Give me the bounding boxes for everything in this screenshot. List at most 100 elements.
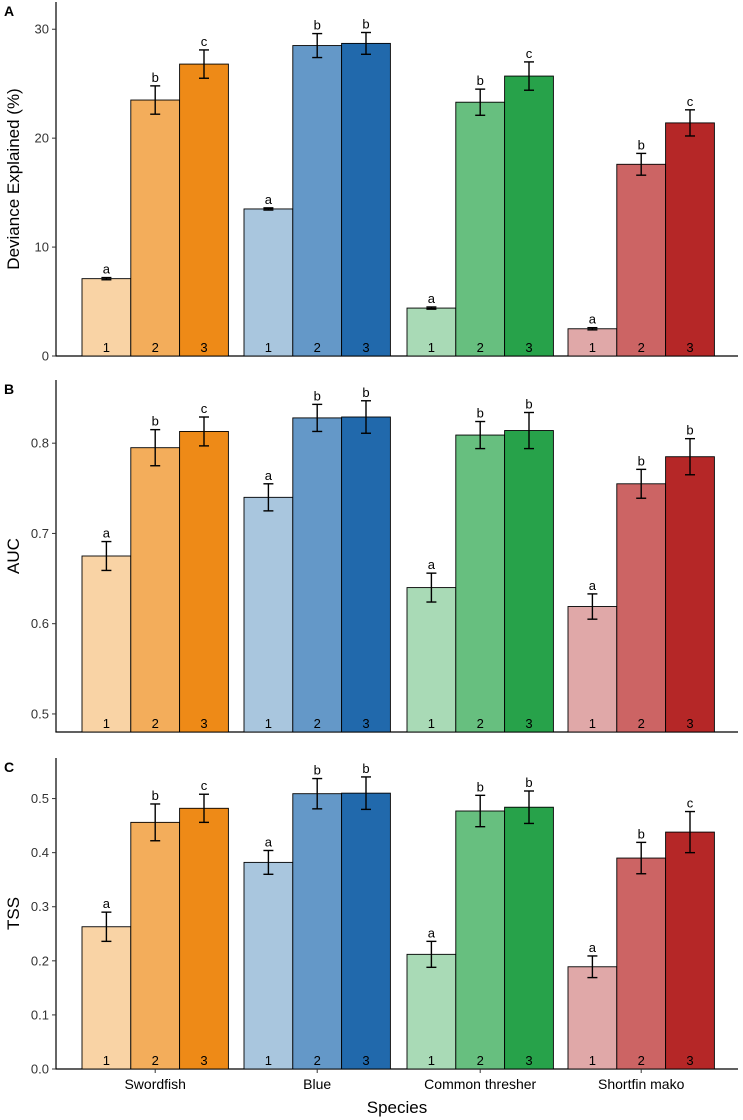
bar-number-label: 3 — [362, 340, 369, 355]
bar-number-label: 1 — [428, 716, 435, 731]
significance-letter: c — [687, 94, 694, 109]
significance-letter: c — [201, 778, 208, 793]
bar-number-label: 1 — [589, 1053, 596, 1068]
bar-swordfish-2 — [130, 447, 181, 733]
y-tick-label: 0.6 — [31, 616, 49, 631]
bar-number-label: 1 — [265, 716, 272, 731]
significance-letter: b — [314, 763, 321, 778]
significance-letter: b — [477, 73, 484, 88]
significance-letter: b — [525, 396, 532, 411]
bar-number-label: 2 — [314, 1053, 321, 1068]
significance-letter: b — [638, 137, 645, 152]
bar-shortfin-mako-2 — [616, 483, 667, 733]
bar-shortfin-mako-2 — [616, 163, 667, 357]
x-tick-label: Swordfish — [124, 1076, 185, 1092]
significance-letter: b — [362, 761, 369, 776]
bar-swordfish-1 — [81, 555, 132, 733]
significance-letter: a — [428, 925, 436, 940]
panel-c: C TSS 0.0 0.1 0.2 0.3 0.4 0.5 a 1 b 2 c 3 Swordfish a 1 b… — [4, 758, 738, 1117]
significance-letter: a — [103, 896, 111, 911]
bar-common-thresher-2 — [455, 434, 506, 733]
significance-letter: a — [265, 192, 273, 207]
panel-label: A — [4, 3, 14, 19]
bar-blue-3 — [341, 42, 391, 357]
bar-number-label: 2 — [477, 716, 484, 731]
significance-letter: b — [638, 453, 645, 468]
bar-number-label: 1 — [103, 716, 110, 731]
x-axis-title: Species — [367, 1098, 427, 1117]
significance-letter: c — [201, 34, 208, 49]
bar-blue-1 — [243, 861, 294, 1070]
bar-number-label: 1 — [103, 1053, 110, 1068]
bar-shortfin-mako-1 — [567, 606, 618, 733]
bar-number-label: 3 — [686, 1053, 693, 1068]
bar-number-label: 2 — [152, 716, 159, 731]
y-tick-label: 0.3 — [31, 899, 49, 914]
significance-letter: a — [103, 526, 111, 541]
significance-letter: b — [362, 16, 369, 31]
y-axis-title: AUC — [4, 538, 23, 574]
significance-letter: b — [525, 775, 532, 790]
bar-shortfin-mako-3 — [665, 831, 715, 1070]
bar-number-label: 3 — [200, 1053, 207, 1068]
bar-blue-2 — [292, 793, 343, 1070]
bar-blue-3 — [341, 792, 391, 1070]
bar-number-label: 2 — [477, 340, 484, 355]
significance-letter: c — [201, 401, 208, 416]
bar-swordfish-2 — [130, 99, 181, 357]
y-tick-label: 0.2 — [31, 953, 49, 968]
bar-blue-3 — [341, 416, 391, 733]
x-tick-label: Blue — [303, 1076, 331, 1092]
x-tick-label: Common thresher — [424, 1076, 536, 1092]
bar-swordfish-2 — [130, 821, 181, 1070]
bar-number-label: 1 — [103, 340, 110, 355]
bar-swordfish-3 — [179, 807, 229, 1070]
bar-common-thresher-3 — [504, 430, 554, 733]
bar-common-thresher-1 — [406, 587, 457, 733]
y-tick-label: 0.0 — [31, 1062, 49, 1077]
bar-blue-2 — [292, 417, 343, 733]
bar-swordfish-1 — [81, 926, 132, 1070]
significance-letter: a — [428, 557, 436, 572]
bar-number-label: 2 — [638, 716, 645, 731]
bar-number-label: 2 — [152, 1053, 159, 1068]
bar-number-label: 2 — [477, 1053, 484, 1068]
significance-letter: b — [477, 406, 484, 421]
bar-swordfish-3 — [179, 430, 229, 733]
y-tick-label: 20 — [35, 131, 49, 146]
bar-number-label: 2 — [638, 340, 645, 355]
bar-shortfin-mako-1 — [567, 328, 618, 357]
significance-letter: a — [589, 940, 597, 955]
significance-letter: a — [265, 468, 273, 483]
bar-number-label: 3 — [200, 340, 207, 355]
y-tick-label: 0.1 — [31, 1007, 49, 1022]
significance-letter: b — [314, 388, 321, 403]
significance-letter: c — [687, 796, 694, 811]
significance-letter: a — [589, 312, 597, 327]
bar-number-label: 3 — [686, 716, 693, 731]
bar-blue-2 — [292, 45, 343, 357]
significance-letter: b — [638, 826, 645, 841]
panel-label: B — [4, 381, 14, 397]
bar-common-thresher-3 — [504, 806, 554, 1070]
bar-shortfin-mako-3 — [665, 456, 715, 733]
bar-number-label: 2 — [314, 716, 321, 731]
bar-number-label: 1 — [428, 1053, 435, 1068]
significance-letter: b — [152, 414, 159, 429]
bar-number-label: 3 — [362, 716, 369, 731]
bar-number-label: 2 — [152, 340, 159, 355]
significance-letter: b — [477, 779, 484, 794]
y-tick-label: 0.5 — [31, 791, 49, 806]
bar-common-thresher-2 — [455, 810, 506, 1070]
bar-number-label: 3 — [200, 716, 207, 731]
panel-b: B AUC 0.5 0.6 0.7 0.8 a 1 b 2 c 3 a 1 b 2 b 3 a 1 b 2 b 3 a 1 b 2 b 3 — [4, 380, 738, 733]
y-tick-label: 10 — [35, 240, 49, 255]
significance-letter: b — [152, 70, 159, 85]
bar-number-label: 1 — [265, 340, 272, 355]
bar-common-thresher-1 — [406, 307, 457, 357]
y-tick-label: 0.5 — [31, 706, 49, 721]
bar-number-label: 2 — [314, 340, 321, 355]
bar-number-label: 1 — [589, 340, 596, 355]
significance-letter: b — [686, 423, 693, 438]
